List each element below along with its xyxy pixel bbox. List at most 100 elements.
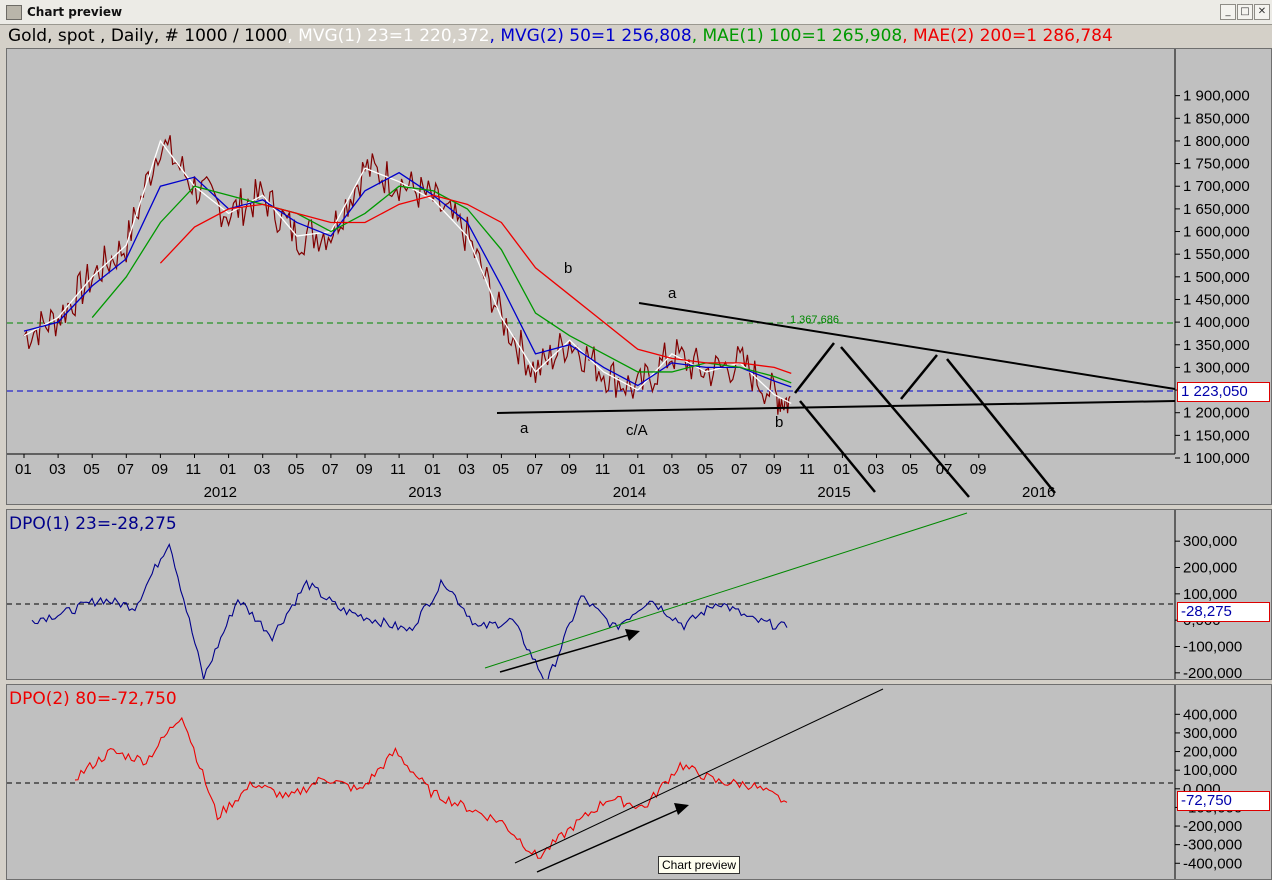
x-tick-label: 05 xyxy=(492,461,509,478)
dpo2-chart[interactable]: 400,000300,000200,000100,0000,000-100,00… xyxy=(7,685,1271,879)
y-tick-label: 1 100,000 xyxy=(1183,450,1250,467)
y-tick-label: 300,000 xyxy=(1183,533,1237,550)
dpo2-value-box: -72,750 xyxy=(1177,791,1270,811)
dpo1-value-box: -28,275 xyxy=(1177,602,1270,622)
lower-trendline xyxy=(496,400,1176,414)
current-price-box: 1 223,050 xyxy=(1177,382,1270,402)
y-tick-label: 1 450,000 xyxy=(1183,291,1250,308)
upper-trendline xyxy=(638,302,1176,390)
x-year-label: 2016 xyxy=(1022,484,1055,501)
dpo2-panel[interactable]: 400,000300,000200,000100,0000,000-100,00… xyxy=(6,684,1272,880)
ma-line-0 xyxy=(23,139,792,405)
wave-label-b1: b xyxy=(564,260,572,277)
y-tick-label: -200,000 xyxy=(1183,665,1242,679)
x-tick-label: 11 xyxy=(186,461,202,478)
dpo-line xyxy=(74,716,788,859)
y-tick-label: 1 900,000 xyxy=(1183,88,1250,105)
price-line xyxy=(23,135,791,415)
close-button[interactable]: ✕ xyxy=(1254,4,1270,20)
ma-line-3 xyxy=(159,194,792,375)
x-tick-label: 01 xyxy=(220,461,237,478)
dpo2-arrow-shaft xyxy=(536,808,681,873)
window-title: Chart preview xyxy=(27,5,123,19)
dpo1-trendline xyxy=(484,512,968,669)
main-legend: Gold, spot , Daily, # 1000 / 1000, MVG(1… xyxy=(8,26,1113,46)
y-tick-label: -100,000 xyxy=(1183,639,1242,656)
x-tick-label: 11 xyxy=(595,461,611,478)
app-icon xyxy=(6,5,22,20)
maximize-button[interactable]: □ xyxy=(1237,4,1253,20)
dpo2-arrow-head xyxy=(674,803,689,815)
x-tick-label: 01 xyxy=(833,461,850,478)
dpo1-legend: DPO(1) 23=-28,275 xyxy=(9,514,177,534)
y-tick-label: 1 700,000 xyxy=(1183,178,1250,195)
x-tick-label: 07 xyxy=(117,461,134,478)
x-year-label: 2013 xyxy=(408,484,441,501)
x-tick-label: 07 xyxy=(527,461,544,478)
wave-label-b2: b xyxy=(775,414,783,431)
instrument-label: Gold, spot , Daily, # 1000 / 1000 xyxy=(8,26,288,46)
x-tick-label: 05 xyxy=(83,461,100,478)
x-tick-label: 01 xyxy=(629,461,646,478)
dpo-line xyxy=(31,543,788,679)
ma-line-2 xyxy=(91,185,792,384)
x-tick-label: 05 xyxy=(697,461,714,478)
x-tick-label: 03 xyxy=(663,461,680,478)
x-tick-label: 03 xyxy=(49,461,66,478)
y-tick-label: 200,000 xyxy=(1183,560,1237,577)
y-tick-label: 100,000 xyxy=(1183,586,1237,603)
ma-line-1 xyxy=(23,171,792,388)
dpo1-arrow-shaft xyxy=(499,633,633,673)
resistance-label: 1 367,686 xyxy=(790,314,839,326)
x-tick-label: 09 xyxy=(970,461,987,478)
mae1-legend: , MAE(1) 100=1 265,908 xyxy=(691,26,903,46)
price-chart[interactable]: 1 900,000 1 850,000 1 800,000 1 750,000 1 70… xyxy=(7,49,1271,504)
y-tick-label: 1 500,000 xyxy=(1183,269,1250,286)
y-tick-label: 1 650,000 xyxy=(1183,201,1250,218)
x-tick-label: 09 xyxy=(765,461,782,478)
dpo1-panel[interactable]: 300,000200,000100,0000,000-100,000-200,0… xyxy=(6,509,1272,680)
x-tick-label: 01 xyxy=(15,461,32,478)
y-tick-label: 1 600,000 xyxy=(1183,224,1250,241)
x-year-label: 2015 xyxy=(817,484,850,501)
y-tick-label: 200,000 xyxy=(1183,744,1237,761)
projection-paths xyxy=(794,342,1056,498)
y-tick-label: 1 150,000 xyxy=(1183,427,1250,444)
wave-label-ca: c/A xyxy=(626,422,648,439)
x-tick-label: 07 xyxy=(322,461,339,478)
price-chart-panel[interactable]: 1 900,000 1 850,000 1 800,000 1 750,000 1 70… xyxy=(6,48,1272,505)
dpo2-trendline xyxy=(514,688,884,864)
dpo1-arrow-head xyxy=(625,629,640,641)
x-tick-label: 09 xyxy=(561,461,578,478)
x-tick-label: 11 xyxy=(799,461,815,478)
x-year-label: 2012 xyxy=(204,484,237,501)
x-tick-label: 09 xyxy=(151,461,168,478)
x-tick-label: 09 xyxy=(356,461,373,478)
y-tick-label: 300,000 xyxy=(1183,725,1237,742)
window-titlebar: Chart preview _ □ ✕ xyxy=(0,0,1272,25)
y-tick-label: 100,000 xyxy=(1183,762,1237,779)
y-tick-label: -200,000 xyxy=(1183,818,1242,835)
x-tick-label: 07 xyxy=(731,461,748,478)
wave-label-a2: a xyxy=(520,420,529,437)
dpo1-chart[interactable]: 300,000200,000100,0000,000-100,000-200,0… xyxy=(7,510,1271,679)
x-tick-label: 03 xyxy=(458,461,475,478)
dpo2-legend: DPO(2) 80=-72,750 xyxy=(9,689,177,709)
x-tick-label: 05 xyxy=(288,461,305,478)
mae2-legend: , MAE(2) 200=1 286,784 xyxy=(902,26,1113,46)
y-tick-label: 1 750,000 xyxy=(1183,156,1250,173)
mvg2-legend: , MVG(2) 50=1 256,808 xyxy=(489,26,692,46)
y-tick-label: 1 400,000 xyxy=(1183,314,1250,331)
y-tick-label: 1 850,000 xyxy=(1183,110,1250,127)
x-year-label: 2014 xyxy=(613,484,646,501)
y-tick-label: 1 550,000 xyxy=(1183,246,1250,263)
y-tick-label: -300,000 xyxy=(1183,837,1242,854)
mvg1-legend: , MVG(1) 23=1 220,372 xyxy=(287,26,490,46)
x-tick-label: 01 xyxy=(424,461,441,478)
minimize-button[interactable]: _ xyxy=(1220,4,1236,20)
y-tick-label: -400,000 xyxy=(1183,855,1242,872)
tooltip: Chart preview xyxy=(658,856,741,874)
wave-label-a1: a xyxy=(668,285,677,302)
x-tick-label: 03 xyxy=(254,461,271,478)
y-tick-label: 1 800,000 xyxy=(1183,133,1250,150)
